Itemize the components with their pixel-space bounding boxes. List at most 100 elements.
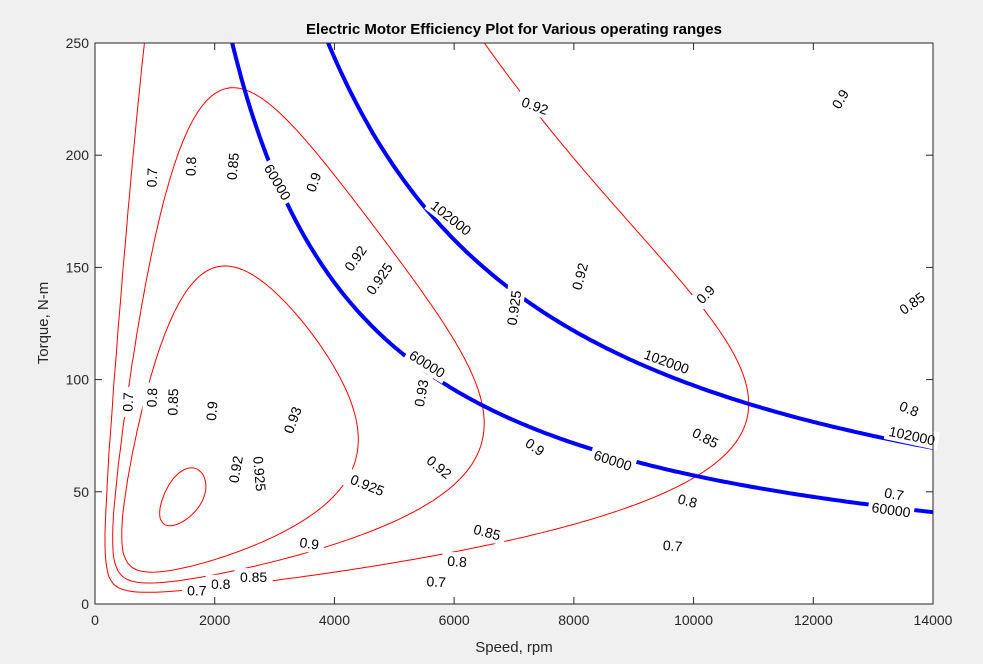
efficiency-contour-label: 0.925 [342,468,393,503]
label-backdrop [293,532,326,555]
efficiency-contour-label-text: 0.85 [472,521,503,544]
efficiency-contour-label-text: 0.8 [447,553,468,570]
x-tick-label: 12000 [794,612,833,628]
label-backdrop [181,581,212,600]
x-tick-label: 10000 [674,612,713,628]
label-backdrop [877,482,911,506]
label-backdrop [342,468,393,503]
x-tick-label: 4000 [319,612,350,628]
label-backdrop [566,255,594,298]
y-tick-label: 200 [66,147,90,163]
efficiency-contour-label-text: 0.9 [203,400,221,421]
efficiency-contour-label: 0.8 [142,382,162,413]
efficiency-contour-label: 0.7 [420,571,452,592]
y-tick-label: 150 [66,259,90,275]
efficiency-contour-label-text: 0.8 [182,156,199,176]
efficiency-contour-label-text: 0.85 [240,569,267,585]
efficiency-contour-label-text: 0.93 [411,378,432,408]
plot-frame [94,42,934,605]
efficiency-contour-label-text: 0.925 [250,456,269,493]
label-backdrop [163,382,183,422]
label-backdrop [688,277,723,312]
label-backdrop [142,162,162,193]
efficiency-contour-label-text: 0.8 [211,576,231,592]
efficiency-contour-label: 0.7 [118,386,138,418]
efficiency-contour-label: 0.9 [824,81,856,117]
efficiency-contour-label-text: 0.7 [187,583,207,599]
efficiency-contour-lines [104,43,750,593]
label-backdrop [234,568,273,587]
label-backdrop [466,518,508,546]
efficiency-contour-label-text: 0.7 [426,573,446,590]
efficiency-contour-label-text: 0.85 [224,152,242,181]
label-backdrop [337,237,374,280]
efficiency-contour-0_9 [159,467,207,527]
efficiency-contour-label-text: 0.7 [662,537,683,555]
power-contour-lines [230,43,933,515]
label-backdrop [201,395,222,427]
label-backdrop [118,386,138,418]
chart-title: Electric Motor Efficiency Plot for Vario… [306,21,722,38]
efficiency-contour-label: 0.85 [891,285,933,322]
x-tick-label: 2000 [199,612,230,628]
efficiency-contour-label: 0.8 [205,574,236,593]
efficiency-contour-0_8 [112,87,485,584]
efficiency-contour-label-text: 0.8 [676,491,699,512]
efficiency-contour-label-text: 0.92 [225,454,246,484]
axis-ticks [94,42,934,605]
y-tick-label: 0 [81,596,89,612]
x-tick-label: 14000 [914,612,953,628]
efficiency-contour-label: 0.85 [466,518,508,546]
label-backdrop [517,430,553,463]
efficiency-contour-label: 0.9 [293,532,326,555]
label-backdrop [222,146,244,187]
label-backdrop [418,447,460,487]
label-backdrop [223,449,248,490]
y-tick-label: 250 [66,35,90,51]
efficiency-contour-label: 0.7 [181,581,212,600]
efficiency-contour-label: 0.85 [234,568,273,587]
label-backdrop [205,574,236,593]
contour-labels: 0.70.8 0.850.90.92 0.90.920.9250.9250.920.… [118,81,941,600]
label-backdrop [248,450,271,498]
efficiency-contour-label-text: 0.9 [299,534,321,553]
efficiency-contour-label: 0.85 [163,382,183,422]
label-backdrop [891,394,927,423]
label-backdrop [588,444,638,477]
efficiency-contour-label-text: 0.85 [164,388,181,416]
efficiency-contour-label-text: 0.9 [303,170,325,194]
label-backdrop [409,372,434,414]
efficiency-contour-label-text: 0.7 [120,392,137,412]
label-backdrop [142,382,162,413]
efficiency-contour-label: 0.92 [418,447,460,487]
label-backdrop [441,551,473,572]
efficiency-contour-label: 0.8 [181,151,201,182]
efficiency-contour-label: 0.7 [877,482,911,506]
label-backdrop [684,421,727,455]
efficiency-contour-label: 0.93 [409,372,434,414]
efficiency-contour-label: 0.8 [441,551,473,572]
efficiency-contour-label-text: 0.8 [144,387,161,407]
efficiency-contour-label-text: 0.92 [569,261,592,292]
label-backdrop [883,421,941,451]
efficiency-contour-label-text: 0.8 [897,398,921,420]
efficiency-contour-label: 0.9 [299,164,328,200]
label-backdrop [181,151,201,182]
x-tick-label: 8000 [558,612,589,628]
efficiency-contour-label: 0.92 [223,449,248,490]
axis-tick-labels: 0 2000 4000 6000 8000 10000 12000 14000 0 50 100 15… [66,35,953,628]
label-backdrop [656,535,689,556]
label-backdrop [358,254,400,303]
label-backdrop [258,157,297,207]
efficiency-contour-label-text: 0.925 [504,289,525,326]
efficiency-contour-label: 0.7 [142,162,162,193]
y-tick-label: 50 [73,484,89,500]
efficiency-contour-label-text: 0.7 [883,484,905,503]
label-backdrop [501,283,527,332]
label-backdrop [402,344,452,384]
x-tick-label: 6000 [439,612,470,628]
power-contour-60000 [230,43,933,515]
efficiency-contour-0_7 [104,43,750,593]
efficiency-contour-label-text: 0.7 [144,167,161,187]
